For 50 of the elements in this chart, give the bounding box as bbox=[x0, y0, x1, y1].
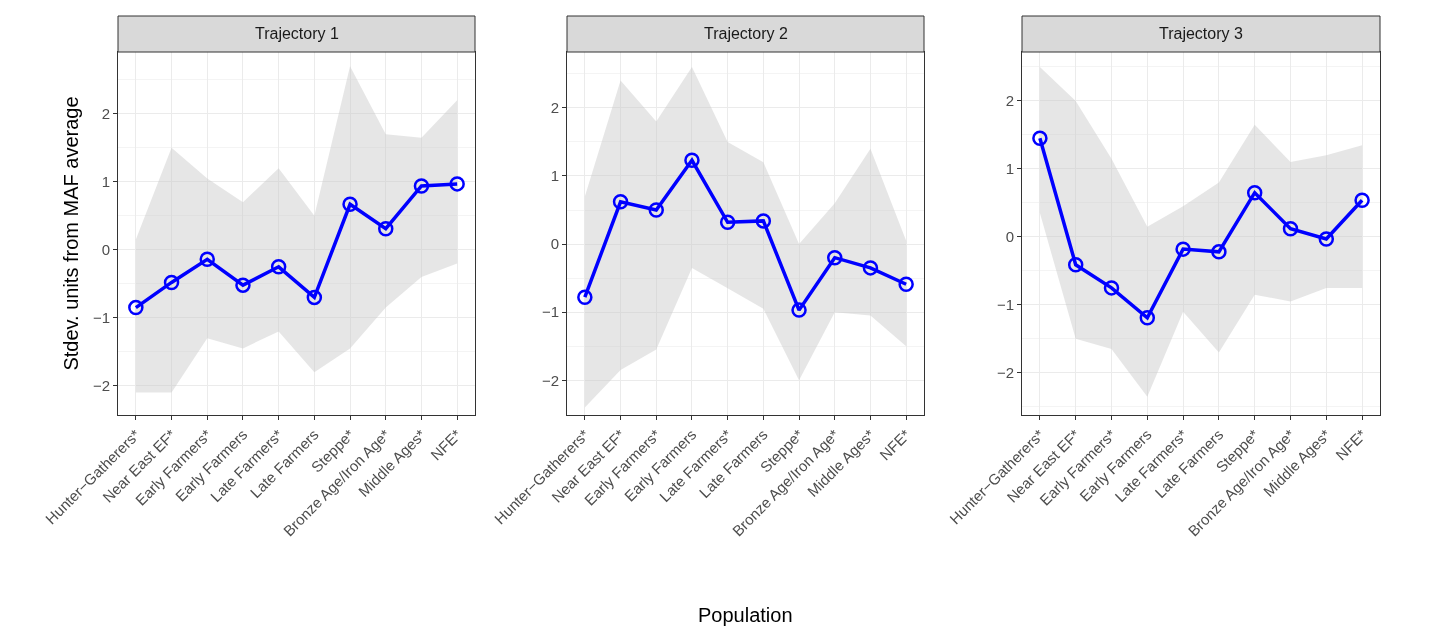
point bbox=[898, 276, 914, 292]
point bbox=[235, 277, 251, 293]
point bbox=[719, 214, 736, 230]
y-tick-label: −1 bbox=[541, 303, 559, 321]
y-tick-label: −1 bbox=[92, 309, 110, 327]
point bbox=[128, 299, 144, 316]
point bbox=[684, 152, 700, 169]
point bbox=[612, 194, 629, 210]
y-tick-label: −2 bbox=[996, 364, 1014, 382]
point bbox=[862, 260, 879, 276]
point bbox=[755, 213, 772, 229]
chart-title: Trajectory 1 bbox=[255, 25, 339, 42]
chart-title: Trajectory 2 bbox=[704, 25, 788, 42]
y-tick-label: −1 bbox=[996, 296, 1014, 314]
y-tick-label: 0 bbox=[550, 235, 559, 253]
point bbox=[577, 289, 593, 305]
point bbox=[413, 178, 430, 194]
y-tick-label: 0 bbox=[1005, 228, 1014, 246]
point bbox=[306, 289, 323, 306]
point bbox=[1246, 184, 1263, 201]
y-axis-title: Stdev. units from MAF average bbox=[60, 96, 83, 371]
y-tick-label: 0 bbox=[101, 241, 110, 259]
x-axis-title: Population bbox=[698, 604, 793, 626]
point bbox=[648, 202, 664, 218]
point bbox=[342, 196, 358, 213]
point bbox=[1067, 257, 1084, 273]
point bbox=[1139, 310, 1156, 326]
point bbox=[791, 302, 807, 318]
y-tick-label: 2 bbox=[550, 99, 559, 117]
point bbox=[449, 176, 465, 192]
point bbox=[199, 251, 215, 268]
point bbox=[827, 249, 843, 266]
point bbox=[1103, 280, 1120, 296]
point bbox=[1032, 130, 1048, 147]
point bbox=[270, 259, 287, 275]
y-tick-label: 2 bbox=[101, 105, 110, 123]
y-tick-label: 2 bbox=[1005, 92, 1014, 110]
point bbox=[163, 274, 180, 291]
point bbox=[1318, 231, 1335, 247]
point bbox=[1282, 220, 1299, 237]
y-tick-label: 1 bbox=[550, 167, 559, 185]
y-tick-label: −2 bbox=[92, 377, 110, 395]
y-tick-label: 1 bbox=[101, 173, 110, 191]
y-tick-label: 1 bbox=[1005, 160, 1014, 178]
y-tick-label: −2 bbox=[541, 371, 559, 389]
point bbox=[1211, 244, 1227, 260]
point bbox=[1175, 241, 1191, 257]
point bbox=[378, 220, 394, 237]
chart-title: Trajectory 3 bbox=[1159, 25, 1243, 42]
point bbox=[1354, 192, 1370, 208]
